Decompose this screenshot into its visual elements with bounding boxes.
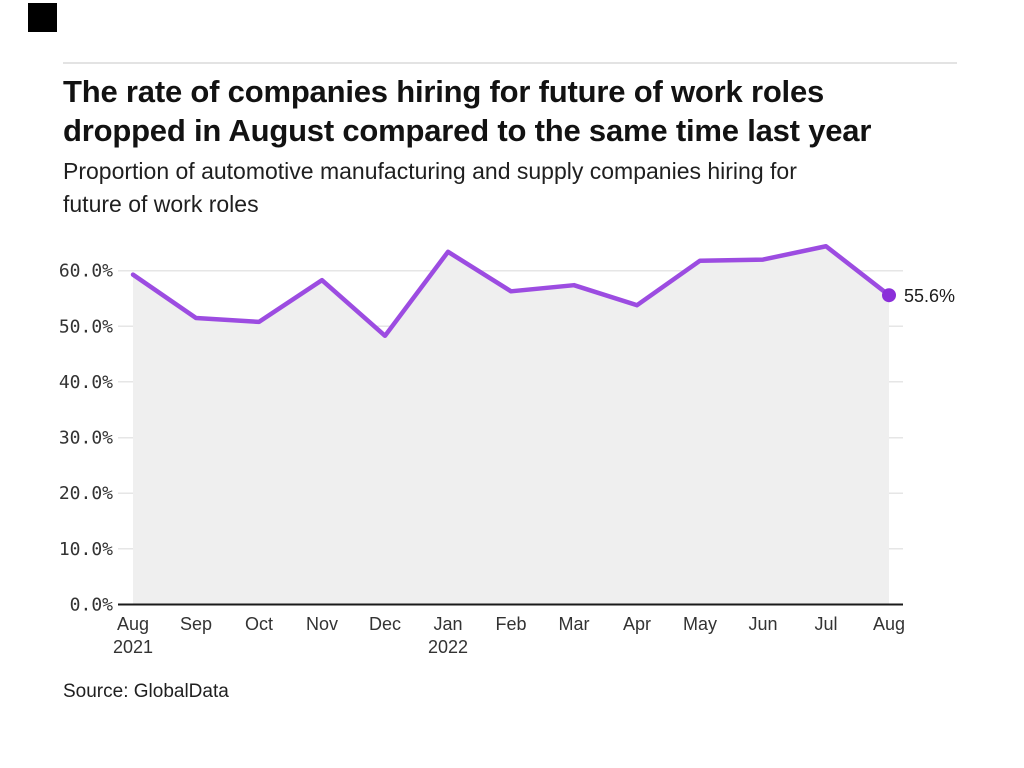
x-axis-tick-label: Jul xyxy=(814,614,837,634)
chart-title-line2: dropped in August compared to the same t… xyxy=(63,113,872,148)
y-axis-tick-label: 50.0% xyxy=(59,316,113,337)
x-axis-tick-label: Feb xyxy=(495,614,526,634)
end-point-marker xyxy=(882,288,896,303)
x-axis-tick-label: Jan xyxy=(433,614,462,634)
x-axis-tick-label: Mar xyxy=(559,614,590,634)
y-axis-tick-label: 10.0% xyxy=(59,539,113,560)
area-fill xyxy=(133,246,889,605)
end-value-label: 55.6% xyxy=(904,286,955,306)
x-axis-tick-label: Oct xyxy=(245,614,273,634)
source-note: Source: GlobalData xyxy=(63,681,229,702)
y-axis-tick-label: 30.0% xyxy=(59,428,113,449)
logo-square xyxy=(28,3,57,32)
y-axis-tick-label: 20.0% xyxy=(59,483,113,504)
x-axis-tick-label: Aug xyxy=(873,614,905,634)
x-axis-tick-label: May xyxy=(683,614,717,634)
x-axis-tick-year-label: 2022 xyxy=(428,637,468,657)
x-axis-tick-label: Sep xyxy=(180,614,212,634)
header-divider xyxy=(63,62,957,64)
y-axis-tick-label: 0.0% xyxy=(70,595,114,616)
y-axis-tick-label: 40.0% xyxy=(59,372,113,393)
x-axis-tick-label: Dec xyxy=(369,614,401,634)
x-axis-tick-label: Aug xyxy=(117,614,149,634)
chart-subtitle-line2: future of work roles xyxy=(63,191,259,217)
chart-title: The rate of companies hiring for future … xyxy=(63,72,963,150)
x-axis-tick-year-label: 2021 xyxy=(113,637,153,657)
x-axis-tick-label: Jun xyxy=(748,614,777,634)
chart-subtitle-line1: Proportion of automotive manufacturing a… xyxy=(63,158,797,184)
data-line xyxy=(130,243,892,339)
y-axis-tick-label: 60.0% xyxy=(59,261,113,282)
x-axis-tick-label: Nov xyxy=(306,614,338,634)
chart-title-line1: The rate of companies hiring for future … xyxy=(63,74,825,109)
chart-subtitle: Proportion of automotive manufacturing a… xyxy=(63,155,963,221)
x-axis-tick-label: Apr xyxy=(623,614,651,634)
